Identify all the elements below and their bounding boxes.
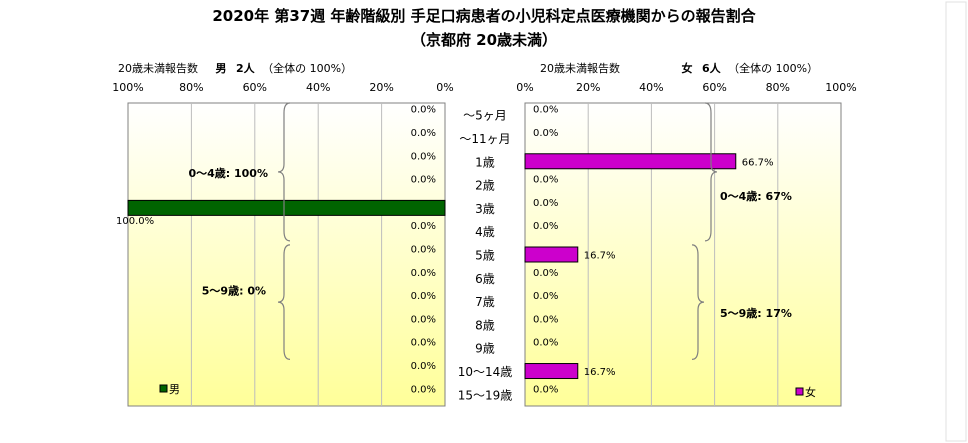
male-data-label: 0.0% (411, 128, 436, 139)
category-label: 15〜19歳 (458, 388, 513, 402)
right-count: 6人 (702, 62, 721, 75)
chart-title: 2020年 第37週 年齢階級別 手足口病患者の小児科定点医療機関からの報告割合 (212, 7, 756, 25)
left-sex: 男 (215, 62, 227, 75)
male-x-tick-label: 0% (436, 81, 453, 94)
left-count: 2人 (236, 62, 255, 75)
category-label: 2歳 (475, 179, 495, 193)
male-data-label: 0.0% (411, 291, 436, 302)
female-5-9-brace (691, 244, 705, 360)
left-count-label: 20歳未満報告数 (118, 62, 198, 75)
male-data-label: 0.0% (411, 151, 436, 162)
chart-subtitle: （京都府 20歳未満） (410, 31, 558, 49)
female-data-label: 0.0% (533, 128, 558, 139)
female-data-label: 0.0% (533, 175, 558, 186)
right-count-label: 20歳未満報告数 (540, 62, 620, 75)
female-bar (524, 153, 737, 170)
right-header: 20歳未満報告数 女 6人 （全体の 100%） (540, 60, 818, 76)
female-bar (524, 363, 579, 380)
male-5-9-brace (277, 244, 291, 360)
category-label: 8歳 (475, 318, 495, 332)
female-data-label: 16.7% (584, 251, 616, 262)
male-legend-label: 男 (169, 383, 180, 396)
male-data-label: 100.0% (116, 216, 154, 227)
male-x-tick-label: 60% (243, 81, 267, 94)
male-data-label: 0.0% (411, 384, 436, 395)
male-x-tick-label: 20% (369, 81, 393, 94)
category-label: 7歳 (475, 295, 495, 309)
female-0-4-brace (704, 102, 718, 242)
category-label: 10〜14歳 (458, 365, 513, 379)
left-header: 20歳未満報告数 男 2人 （全体の 100%） (118, 60, 352, 76)
category-label: 〜5ヶ月 (463, 109, 507, 123)
female-x-tick-label: 40% (639, 81, 663, 94)
female-x-tick-label: 80% (766, 81, 790, 94)
category-label: 3歳 (475, 202, 495, 216)
female-5-9-annotation: 5〜9歳: 17% (720, 306, 792, 320)
female-x-tick-label: 60% (702, 81, 726, 94)
male-plot-area (127, 102, 446, 407)
male-x-tick-label: 100% (112, 81, 143, 94)
female-data-label: 0.0% (533, 291, 558, 302)
male-bar (127, 199, 446, 216)
female-data-label: 0.0% (533, 314, 558, 325)
female-bar (524, 246, 579, 263)
male-x-tick-label: 40% (306, 81, 330, 94)
category-label: 4歳 (475, 225, 495, 239)
category-label: 5歳 (475, 249, 495, 263)
female-data-label: 0.0% (533, 338, 558, 349)
male-data-label: 0.0% (411, 105, 436, 116)
category-label: 6歳 (475, 272, 495, 286)
female-data-label: 66.7% (742, 157, 774, 168)
male-data-label: 0.0% (411, 338, 436, 349)
female-legend-swatch (795, 387, 804, 396)
male-legend-swatch (159, 384, 168, 393)
female-data-label: 16.7% (584, 367, 616, 378)
female-data-label: 0.0% (533, 198, 558, 209)
male-0-4-annotation: 0〜4歳: 100% (188, 166, 268, 180)
male-0-4-brace (277, 102, 291, 242)
outer-frame (945, 1, 967, 442)
male-data-label: 0.0% (411, 314, 436, 325)
female-x-tick-label: 0% (516, 81, 533, 94)
left-total-note: （全体の 100%） (262, 62, 353, 75)
right-sex: 女 (681, 62, 693, 75)
male-data-label: 0.0% (411, 361, 436, 372)
right-total-note: （全体の 100%） (728, 62, 819, 75)
female-data-label: 0.0% (533, 384, 558, 395)
female-data-label: 0.0% (533, 268, 558, 279)
female-x-tick-label: 20% (576, 81, 600, 94)
female-x-tick-label: 100% (825, 81, 856, 94)
category-label: 〜11ヶ月 (459, 132, 510, 146)
male-data-label: 0.0% (411, 245, 436, 256)
female-data-label: 0.0% (533, 105, 558, 116)
male-data-label: 0.0% (411, 175, 436, 186)
category-label: 9歳 (475, 342, 495, 356)
male-data-label: 0.0% (411, 268, 436, 279)
male-5-9-annotation: 5〜9歳: 0% (202, 283, 266, 297)
female-data-label: 0.0% (533, 221, 558, 232)
category-label: 1歳 (475, 155, 495, 169)
male-data-label: 0.0% (411, 221, 436, 232)
male-x-tick-label: 80% (179, 81, 203, 94)
female-legend-label: 女 (805, 385, 816, 399)
female-0-4-annotation: 0〜4歳: 67% (720, 189, 792, 203)
